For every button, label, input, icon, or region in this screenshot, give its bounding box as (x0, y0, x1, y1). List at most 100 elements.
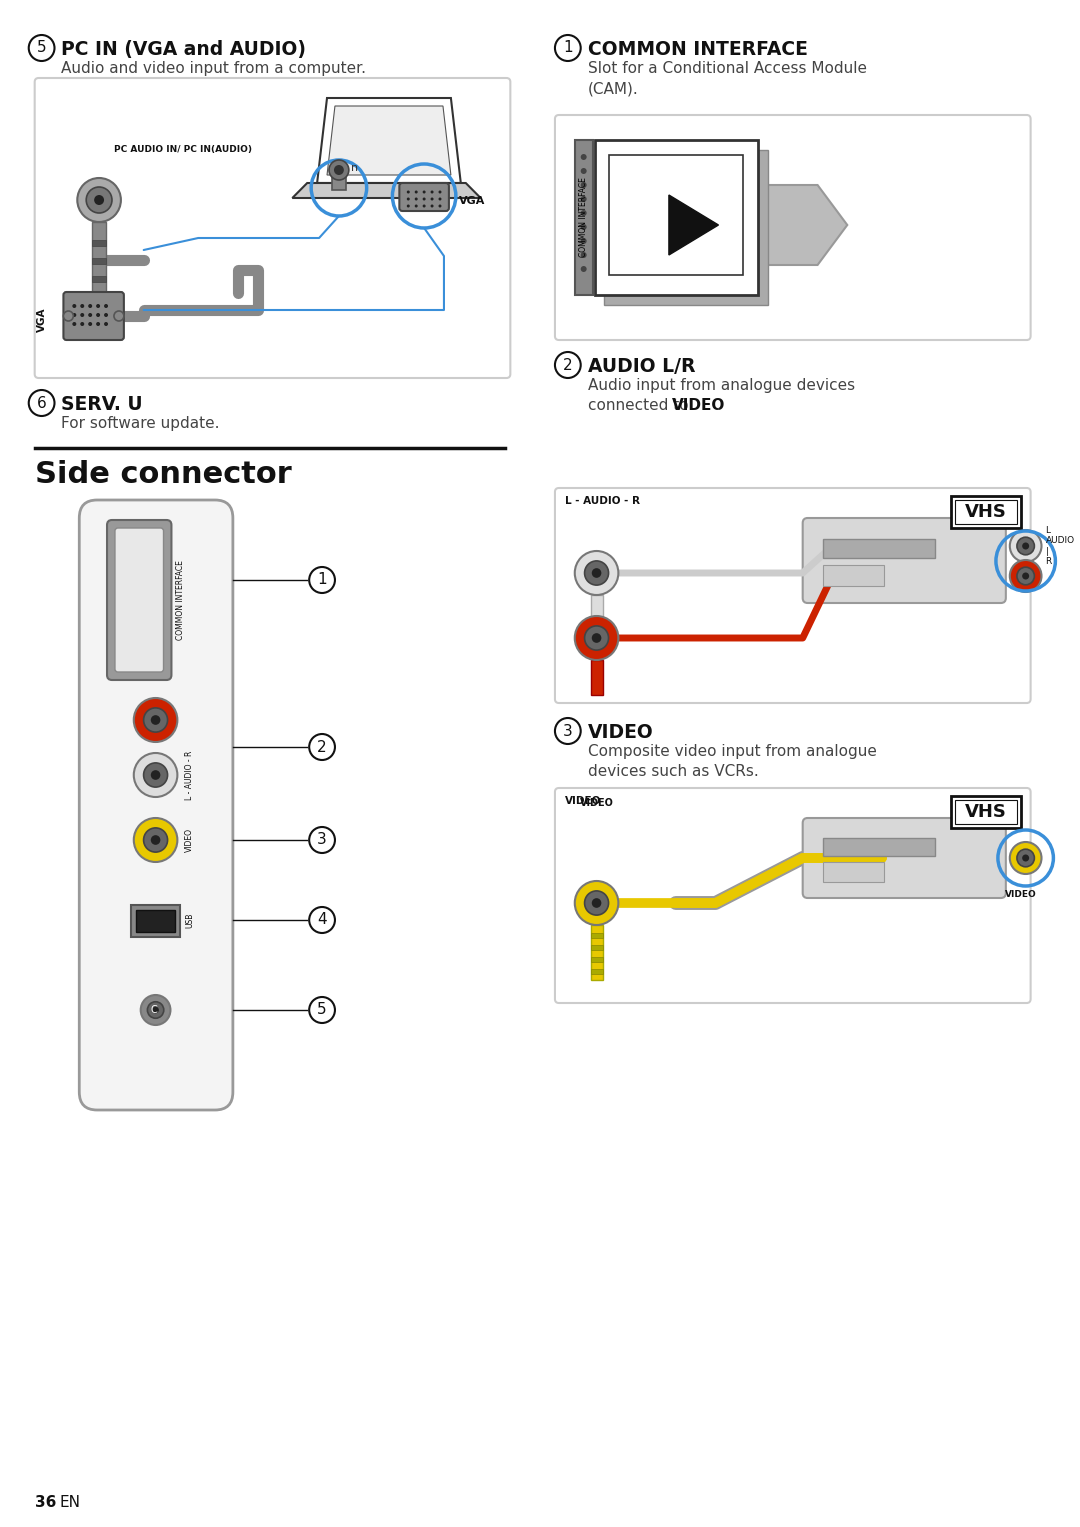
Bar (951, 796, 1021, 828)
Text: For software update.: For software update. (62, 415, 220, 431)
Text: SERV. U: SERV. U (62, 395, 143, 414)
Circle shape (431, 197, 433, 200)
Text: Slot for a Conditional Access Module: Slot for a Conditional Access Module (588, 61, 866, 76)
Circle shape (438, 197, 442, 200)
Circle shape (584, 626, 608, 651)
Bar (575, 140, 593, 295)
Circle shape (581, 252, 586, 258)
Text: PC AUDIO IN/ PC IN(AUDIO): PC AUDIO IN/ PC IN(AUDIO) (114, 145, 252, 154)
Circle shape (407, 205, 409, 208)
Circle shape (104, 313, 108, 318)
Circle shape (1017, 849, 1035, 867)
Text: VIDEO: VIDEO (186, 828, 194, 852)
Circle shape (1022, 573, 1029, 580)
Circle shape (431, 191, 433, 194)
Bar (591, 945, 603, 950)
Circle shape (144, 828, 167, 852)
Bar (591, 970, 603, 974)
Circle shape (151, 770, 160, 780)
Circle shape (1010, 560, 1041, 592)
Circle shape (581, 182, 586, 188)
Bar (591, 957, 603, 962)
Polygon shape (293, 183, 481, 199)
Circle shape (334, 165, 343, 176)
Circle shape (152, 1006, 159, 1014)
Text: n: n (351, 163, 357, 173)
Text: 1: 1 (563, 41, 572, 55)
FancyBboxPatch shape (555, 489, 1030, 702)
Circle shape (96, 304, 100, 308)
FancyBboxPatch shape (802, 518, 1005, 603)
Circle shape (415, 191, 418, 194)
Circle shape (96, 322, 100, 325)
Circle shape (80, 322, 84, 325)
Bar (332, 169, 346, 189)
Bar (92, 240, 106, 246)
Text: Composite video input from analogue: Composite video input from analogue (588, 744, 877, 759)
Text: C: C (150, 1005, 157, 1015)
Circle shape (581, 154, 586, 160)
Circle shape (407, 191, 409, 194)
Circle shape (581, 211, 586, 215)
Circle shape (104, 322, 108, 325)
Circle shape (407, 197, 409, 200)
Text: VIDEO: VIDEO (672, 399, 726, 412)
Circle shape (1010, 841, 1041, 873)
Circle shape (415, 205, 418, 208)
Circle shape (134, 753, 177, 797)
Circle shape (422, 191, 426, 194)
Text: 3: 3 (318, 832, 327, 847)
FancyBboxPatch shape (114, 528, 163, 672)
Circle shape (581, 224, 586, 231)
FancyBboxPatch shape (64, 292, 124, 341)
Circle shape (584, 890, 608, 915)
FancyBboxPatch shape (555, 788, 1030, 1003)
Circle shape (147, 1002, 164, 1019)
Circle shape (144, 764, 167, 786)
FancyBboxPatch shape (802, 818, 1005, 898)
Circle shape (89, 313, 92, 318)
Text: COMMON INTERFACE: COMMON INTERFACE (579, 177, 589, 257)
Text: Audio and video input from a computer.: Audio and video input from a computer. (62, 61, 366, 76)
FancyBboxPatch shape (107, 521, 172, 680)
Text: 36: 36 (35, 1495, 56, 1510)
Circle shape (581, 266, 586, 272)
Text: COMMON INTERFACE: COMMON INTERFACE (176, 560, 186, 640)
Bar (591, 660, 603, 695)
Text: (CAM).: (CAM). (588, 81, 638, 96)
Bar (595, 140, 758, 295)
Circle shape (581, 168, 586, 174)
Circle shape (438, 191, 442, 194)
Bar (92, 295, 106, 299)
Bar (92, 276, 106, 282)
Text: Side connector: Side connector (35, 460, 292, 489)
Text: 3: 3 (563, 724, 572, 739)
Text: VGA: VGA (37, 308, 46, 333)
Text: VIDEO: VIDEO (580, 799, 613, 808)
Polygon shape (669, 195, 718, 255)
Text: devices such as VCRs.: devices such as VCRs. (588, 764, 758, 779)
Text: 6: 6 (37, 395, 46, 411)
Circle shape (80, 313, 84, 318)
Circle shape (151, 715, 160, 725)
Bar (823, 565, 883, 586)
Circle shape (581, 195, 586, 202)
Circle shape (422, 205, 426, 208)
Circle shape (134, 698, 177, 742)
Polygon shape (743, 185, 848, 266)
Text: 1: 1 (318, 573, 327, 588)
Circle shape (94, 195, 104, 205)
Text: COMMON INTERFACE: COMMON INTERFACE (588, 40, 808, 60)
Text: 4: 4 (318, 913, 327, 927)
FancyBboxPatch shape (35, 78, 511, 379)
Circle shape (80, 304, 84, 308)
Text: Audio input from analogue devices: Audio input from analogue devices (588, 379, 854, 392)
Circle shape (1017, 538, 1035, 554)
Circle shape (96, 313, 100, 318)
Circle shape (584, 560, 608, 585)
Circle shape (592, 898, 602, 909)
Circle shape (592, 568, 602, 577)
Circle shape (114, 312, 124, 321)
Circle shape (415, 197, 418, 200)
Text: 5: 5 (318, 1003, 327, 1017)
